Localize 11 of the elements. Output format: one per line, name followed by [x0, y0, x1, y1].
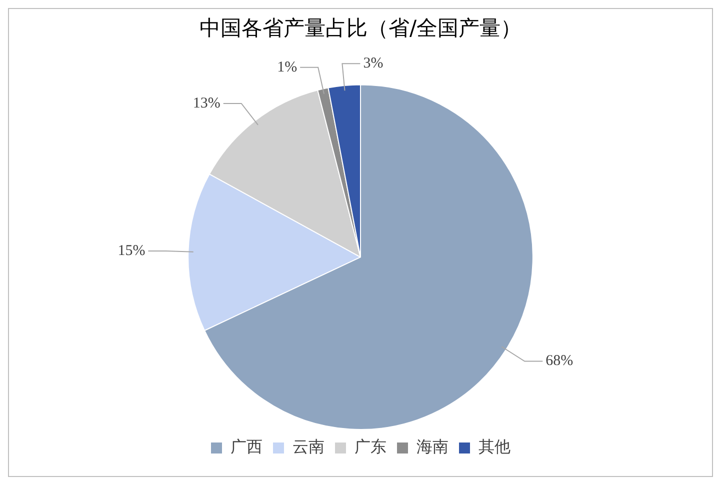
data-label: 1% — [277, 59, 298, 76]
data-label: 13% — [192, 95, 220, 112]
legend-label: 广东 — [354, 437, 386, 456]
data-label: 68% — [546, 353, 574, 370]
legend-label: 云南 — [292, 437, 324, 456]
data-label: 3% — [363, 56, 384, 72]
legend-label: 其他 — [478, 437, 510, 456]
chart-title: 中国各省产量占比（省/全国产量） — [199, 16, 522, 40]
legend-label: 广西 — [230, 437, 262, 456]
legend-label: 海南 — [416, 437, 448, 456]
data-label: 15% — [118, 242, 146, 259]
